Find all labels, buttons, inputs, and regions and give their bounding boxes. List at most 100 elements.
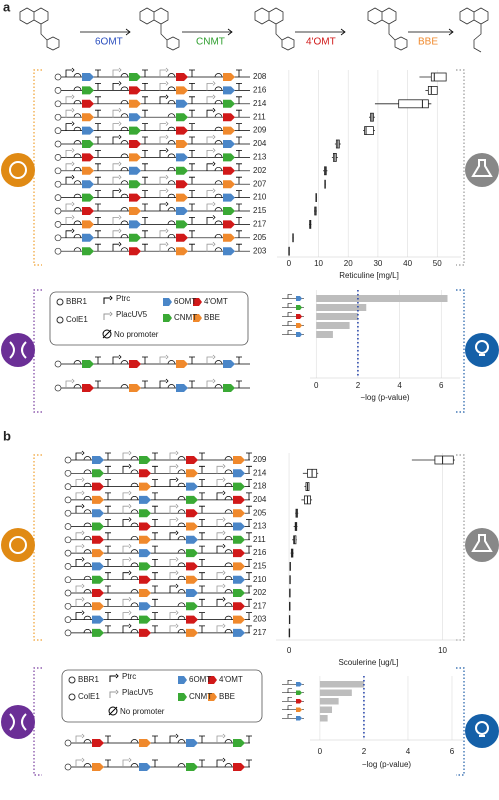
category-label: 209 <box>253 126 267 135</box>
gene <box>129 233 141 242</box>
gene <box>233 763 245 771</box>
promoter <box>112 241 122 252</box>
rbs <box>167 153 176 158</box>
terminator <box>105 559 111 567</box>
rbs <box>214 166 223 171</box>
legend-label: BBR1 <box>78 675 99 684</box>
rbs <box>73 99 82 104</box>
gene <box>186 575 198 584</box>
terminator <box>189 190 195 198</box>
gene <box>233 589 245 597</box>
promoter <box>65 67 75 77</box>
terminator <box>199 598 205 607</box>
terminator <box>246 492 252 500</box>
terminator <box>236 243 242 252</box>
promoter <box>122 757 132 767</box>
rbs <box>224 629 233 633</box>
gene <box>82 86 94 95</box>
rbs <box>167 86 176 91</box>
rbs <box>214 193 223 198</box>
gene <box>139 628 151 637</box>
category-label: 203 <box>253 246 267 255</box>
terminator <box>142 69 148 77</box>
rbs <box>224 469 233 474</box>
promoter <box>206 378 216 388</box>
terminator <box>105 545 111 554</box>
terminator <box>189 69 195 77</box>
promoter <box>159 67 169 77</box>
rbs <box>177 496 186 500</box>
construct-gene <box>296 314 302 319</box>
rbs <box>167 113 176 118</box>
gene <box>233 562 245 571</box>
terminator <box>142 217 148 225</box>
terminator <box>95 83 101 91</box>
rbs <box>130 562 139 567</box>
rbs <box>214 180 223 185</box>
promoter <box>159 121 169 131</box>
rbs <box>83 522 92 527</box>
terminator <box>246 572 252 580</box>
gene <box>186 763 198 771</box>
terminator <box>236 190 242 198</box>
box <box>427 86 438 95</box>
promoter <box>169 530 179 540</box>
gene <box>176 73 188 81</box>
rbs <box>214 86 223 91</box>
rbs <box>167 247 176 252</box>
rbs <box>130 482 139 487</box>
rbs <box>167 99 176 104</box>
category-label: 205 <box>253 233 267 242</box>
promoter <box>206 215 216 225</box>
category-label: 209 <box>253 455 267 464</box>
terminator <box>105 612 111 620</box>
origin <box>54 194 62 201</box>
rbs <box>214 73 223 78</box>
gene <box>92 482 104 491</box>
rbs <box>214 140 223 145</box>
gene <box>223 384 235 392</box>
gene <box>233 522 245 531</box>
origin <box>64 589 72 597</box>
rbs <box>73 247 82 252</box>
gene <box>233 469 245 478</box>
terminator <box>142 109 148 118</box>
gene <box>92 575 104 584</box>
gene <box>223 86 235 95</box>
gene <box>139 739 151 747</box>
gene <box>186 456 198 464</box>
promoter <box>159 188 169 198</box>
gene <box>92 589 104 597</box>
terminator <box>236 163 242 171</box>
promoter <box>159 228 169 238</box>
bar <box>319 681 364 688</box>
legend-label: PlacUV5 <box>122 688 154 697</box>
origin <box>54 87 62 94</box>
legend-label: PlacUV5 <box>116 310 148 319</box>
gene <box>176 180 188 189</box>
gene <box>129 193 141 202</box>
bar <box>319 698 339 705</box>
origin <box>54 73 62 81</box>
promoter <box>75 490 85 500</box>
gene <box>82 384 94 392</box>
terminator <box>105 452 111 460</box>
construct-gene <box>296 323 302 328</box>
gene <box>176 193 188 202</box>
rbs <box>130 496 139 500</box>
bar <box>319 706 333 713</box>
gene <box>139 615 151 624</box>
x-tick-label: 20 <box>344 259 353 268</box>
terminator <box>199 735 205 743</box>
gene <box>176 126 188 135</box>
x-tick-label: 0 <box>287 259 292 268</box>
rbs <box>73 360 82 365</box>
promoter <box>206 107 216 118</box>
terminator <box>105 465 111 474</box>
terminator <box>152 735 158 743</box>
icons <box>1 153 499 748</box>
category-label: 210 <box>253 575 267 584</box>
terminator <box>152 598 158 607</box>
rbs <box>130 456 139 461</box>
rbs <box>167 180 176 185</box>
